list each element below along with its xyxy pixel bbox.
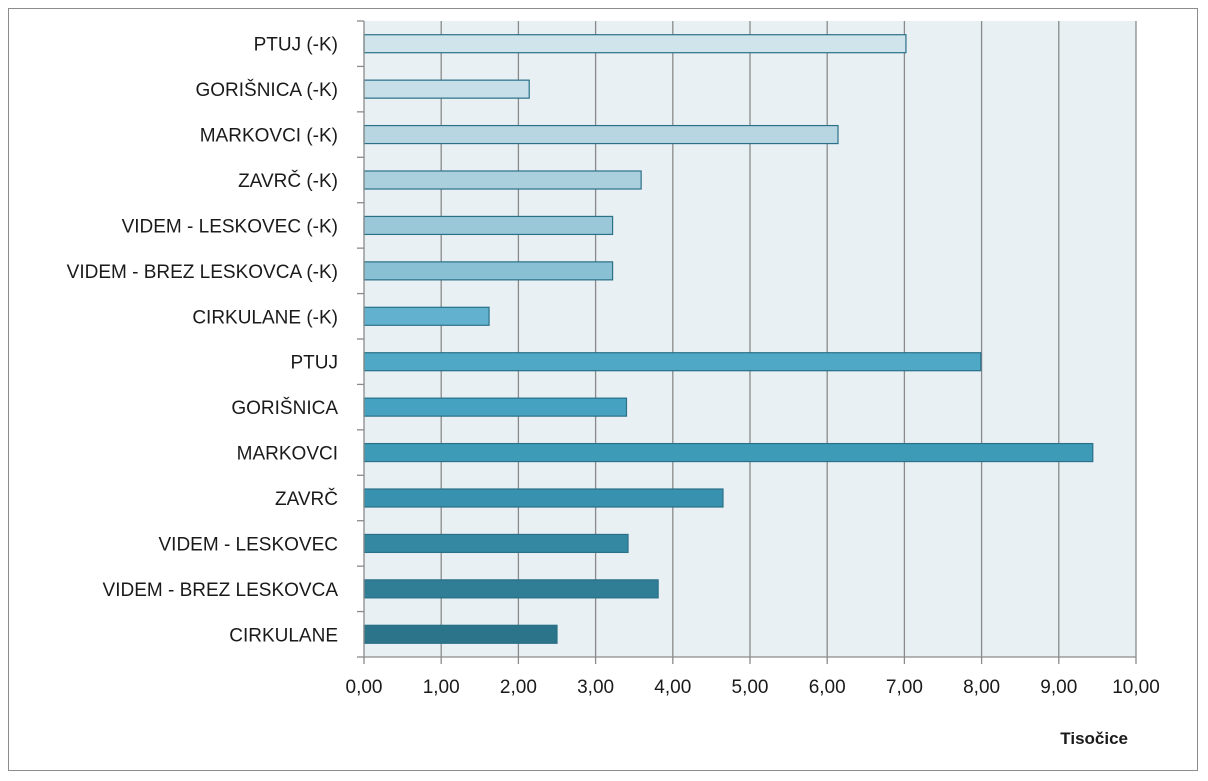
- unit-label: Tisočice: [1060, 729, 1128, 748]
- bar: [363, 352, 982, 372]
- category-label: CIRKULANE (-K): [192, 307, 338, 328]
- bar: [363, 579, 659, 599]
- chart-frame: PTUJ (-K) GORIŠNICA (-K) MARKOVCI (-K) ZAVR…: [8, 8, 1198, 771]
- category-label: VIDEM - BREZ LESKOVCA: [103, 580, 339, 601]
- x-tick-labels: 0,00 1,00 2,00 3,00 4,00 5,00 6,00 7,00 8,00 9,00…: [346, 677, 1160, 698]
- category-label: ZAVRČ (-K): [238, 170, 338, 192]
- axes: [363, 21, 1136, 658]
- category-label: MARKOVCI (-K): [200, 126, 338, 147]
- x-tick-label: 3,00: [577, 677, 614, 698]
- bar: [363, 34, 907, 54]
- category-label: GORIŠNICA (-K): [195, 79, 338, 101]
- category-label: MARKOVCI: [237, 444, 338, 465]
- category-label: VIDEM - LESKOVEC: [159, 534, 339, 555]
- x-tick-label: 7,00: [886, 677, 923, 698]
- bar: [363, 442, 1094, 463]
- category-label: GORIŠNICA: [231, 397, 338, 419]
- bar: [363, 124, 839, 145]
- bar: [363, 533, 629, 554]
- bar: [363, 79, 530, 99]
- x-tick-label: 2,00: [500, 677, 537, 698]
- bar: [363, 624, 558, 644]
- bar: [363, 215, 614, 236]
- category-label: VIDEM - LESKOVEC (-K): [122, 216, 338, 237]
- bar: [363, 306, 490, 326]
- x-tick-label: 0,00: [346, 677, 383, 698]
- x-tick-label: 5,00: [732, 677, 769, 698]
- x-tick-label: 8,00: [963, 677, 1000, 698]
- x-tick-label: 9,00: [1040, 677, 1077, 698]
- category-label: CIRKULANE: [229, 625, 338, 646]
- bar: [363, 261, 614, 281]
- category-labels: PTUJ (-K) GORIŠNICA (-K) MARKOVCI (-K) ZAVR…: [67, 35, 339, 647]
- bar-chart: PTUJ (-K) GORIŠNICA (-K) MARKOVCI (-K) ZAVR…: [67, 20, 1160, 748]
- category-label: PTUJ (-K): [254, 35, 338, 56]
- x-tick-label: 1,00: [423, 677, 460, 698]
- x-tick-label: 4,00: [654, 677, 691, 698]
- category-label: VIDEM - BREZ LESKOVCA (-K): [67, 262, 338, 283]
- bar: [363, 170, 642, 190]
- bar: [363, 397, 628, 417]
- x-tick-label: 10,00: [1112, 677, 1160, 698]
- category-label: PTUJ: [291, 353, 339, 374]
- x-tick-label: 6,00: [809, 677, 846, 698]
- category-label: ZAVRČ: [275, 488, 338, 510]
- bars: [363, 34, 1094, 644]
- bar: [363, 488, 724, 508]
